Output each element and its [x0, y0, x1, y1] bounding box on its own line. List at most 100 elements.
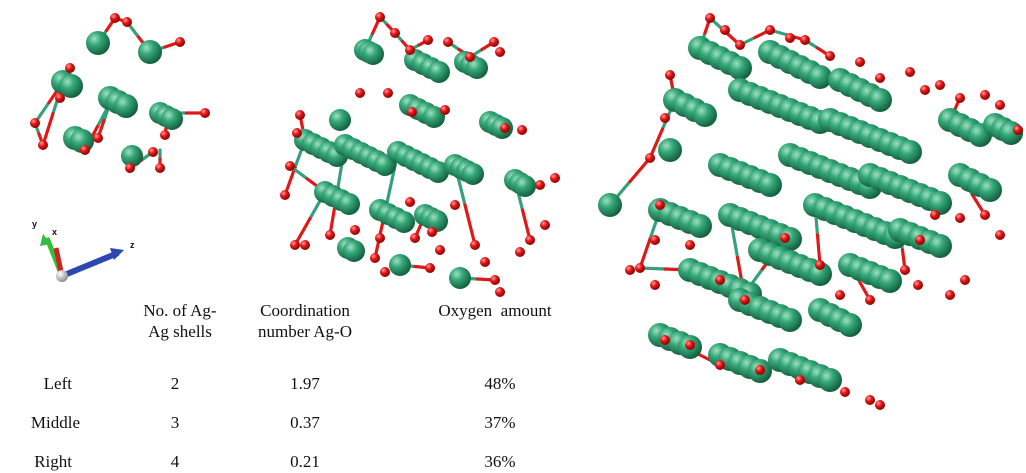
oxygen-atom: [900, 265, 910, 275]
oxygen-atom: [427, 227, 437, 237]
oxygen-atom: [350, 225, 360, 235]
silver-atom: [928, 191, 952, 215]
oxygen-atom: [55, 93, 65, 103]
oxygen-atom: [755, 365, 765, 375]
oxygen-atom: [665, 70, 675, 80]
oxygen-atom: [405, 197, 415, 207]
oxygen-atom: [625, 265, 635, 275]
oxygen-atom: [740, 295, 750, 305]
oxygen-atom: [840, 387, 850, 397]
oxygen-atom: [80, 145, 90, 155]
oxygen-atom: [685, 240, 695, 250]
oxygen-atom: [995, 230, 1005, 240]
left-cluster: [30, 13, 210, 173]
row-label-left: Left: [43, 374, 72, 393]
silver-atom: [898, 140, 922, 164]
cell-coordination: 1.97: [290, 374, 320, 393]
silver-atom: [808, 65, 832, 89]
oxygen-atom: [500, 123, 510, 133]
oxygen-atom: [489, 37, 499, 47]
ag-o-bond: [815, 233, 822, 267]
silver-atom: [658, 138, 682, 162]
ag-o-bond: [638, 237, 652, 270]
oxygen-atom: [407, 107, 417, 117]
silver-atom: [693, 103, 717, 127]
oxygen-atom: [645, 153, 655, 163]
silver-atom: [423, 106, 445, 128]
silver-atom: [818, 368, 842, 392]
header-shells: No. of Ag- Ag shells: [120, 300, 240, 342]
silver-atom: [598, 193, 622, 217]
oxygen-atom: [375, 12, 385, 22]
oxygen-atom: [715, 275, 725, 285]
header-shells-line2: Ag shells: [148, 322, 212, 341]
oxygen-atom: [423, 35, 433, 45]
silver-atom: [466, 57, 488, 79]
silver-atom: [688, 214, 712, 238]
oxygen-atom: [995, 100, 1005, 110]
right-cluster: [598, 13, 1023, 410]
oxygen-atom: [125, 163, 135, 173]
oxygen-atom: [905, 67, 915, 77]
oxygen-atom: [660, 113, 670, 123]
oxygen-atom: [122, 17, 132, 27]
silver-atom: [393, 211, 415, 233]
oxygen-atom: [285, 161, 295, 171]
oxygen-atom: [835, 290, 845, 300]
silver-atom: [362, 43, 384, 65]
oxygen-atom: [980, 210, 990, 220]
silver-atom: [808, 262, 832, 286]
oxygen-atom: [945, 290, 955, 300]
oxygen-atom: [160, 130, 170, 140]
oxygen-atom: [635, 263, 645, 273]
oxygen-atom: [525, 235, 535, 245]
oxygen-atom: [915, 235, 925, 245]
axis-y-label: y: [32, 219, 37, 229]
silver-atom: [878, 269, 902, 293]
oxygen-atom: [175, 37, 185, 47]
ag-o-bond: [41, 111, 55, 147]
silver-atom: [778, 308, 802, 332]
middle-cluster: [280, 12, 560, 297]
oxygen-atom: [825, 51, 835, 61]
oxygen-atom: [865, 295, 875, 305]
silver-atom: [121, 145, 143, 167]
ag-o-bond: [648, 127, 665, 160]
cell-shells: 4: [170, 452, 180, 471]
row-label-right: Right: [34, 452, 72, 471]
oxygen-atom: [450, 200, 460, 210]
silver-atom: [389, 254, 411, 276]
silver-atom: [868, 88, 892, 112]
oxygen-atom: [715, 360, 725, 370]
oxygen-atom: [540, 220, 550, 230]
oxygen-atom: [780, 233, 790, 243]
oxygen-atom: [1013, 125, 1023, 135]
header-coordination-line1: Coordination: [260, 301, 350, 320]
header-coordination-line2: number Ag-O: [258, 322, 352, 341]
oxygen-atom: [405, 45, 415, 55]
silver-atom: [329, 109, 351, 131]
header-coordination: Coordination number Ag-O: [240, 300, 370, 342]
oxygen-atom: [410, 233, 420, 243]
cell-oxygen: 36%: [484, 452, 516, 471]
oxygen-atom: [550, 173, 560, 183]
oxygen-atom: [93, 133, 103, 143]
silver-atom: [59, 74, 83, 98]
oxygen-atom: [960, 275, 970, 285]
oxygen-atom: [935, 80, 945, 90]
silver-atom: [114, 94, 138, 118]
oxygen-atom: [470, 240, 480, 250]
oxygen-atom: [148, 147, 158, 157]
oxygen-atom: [200, 108, 210, 118]
oxygen-atom: [655, 200, 665, 210]
oxygen-atom: [38, 140, 48, 150]
oxygen-atom: [785, 33, 795, 43]
oxygen-atom: [355, 88, 365, 98]
silver-atom: [428, 61, 450, 83]
oxygen-atom: [930, 210, 940, 220]
oxygen-atom: [375, 233, 385, 243]
oxygen-atom: [155, 163, 165, 173]
cell-coordination: 0.37: [290, 413, 320, 432]
oxygen-atom: [865, 395, 875, 405]
